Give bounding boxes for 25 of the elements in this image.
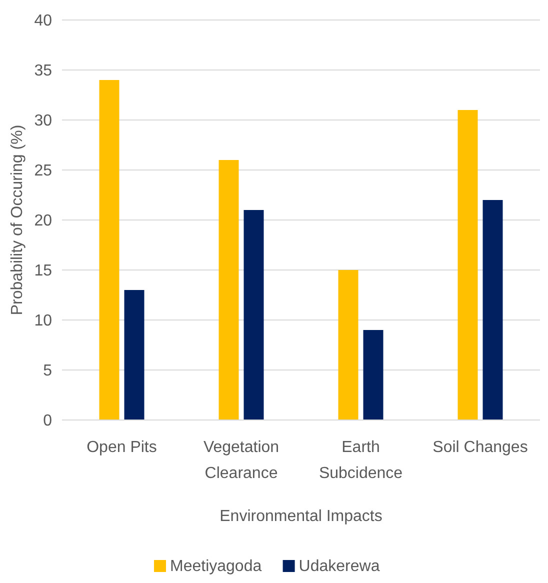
bar bbox=[458, 110, 478, 420]
x-axis-title: Environmental Impacts bbox=[220, 508, 382, 525]
x-tick-label: Earth Subcidence bbox=[318, 439, 403, 482]
x-tick-label: Soil Changes bbox=[432, 439, 528, 456]
bar bbox=[363, 330, 384, 420]
y-tick-label: 10 bbox=[34, 312, 52, 330]
legend-label: Udakerewa bbox=[298, 558, 380, 575]
y-tick-label: 15 bbox=[34, 262, 52, 280]
x-tick-label: Open Pits bbox=[86, 439, 157, 456]
y-tick-label: 0 bbox=[43, 412, 52, 430]
legend-label: Meetiyagoda bbox=[170, 558, 262, 575]
bar bbox=[244, 210, 264, 420]
x-tick-label: Vegetation Clearance bbox=[203, 439, 280, 482]
y-tick-label: 30 bbox=[34, 112, 52, 130]
y-tick-label: 20 bbox=[34, 212, 52, 230]
y-tick-label: 35 bbox=[34, 62, 52, 80]
y-tick-label: 25 bbox=[34, 162, 52, 180]
bar bbox=[218, 160, 239, 420]
bar bbox=[338, 270, 358, 420]
y-tick-label: 5 bbox=[43, 362, 52, 380]
bar bbox=[124, 290, 144, 420]
bar bbox=[99, 80, 120, 420]
bar bbox=[482, 200, 503, 420]
y-tick-label: 40 bbox=[34, 12, 52, 30]
y-axis-title: Probability of Occuring (%) bbox=[9, 124, 26, 316]
